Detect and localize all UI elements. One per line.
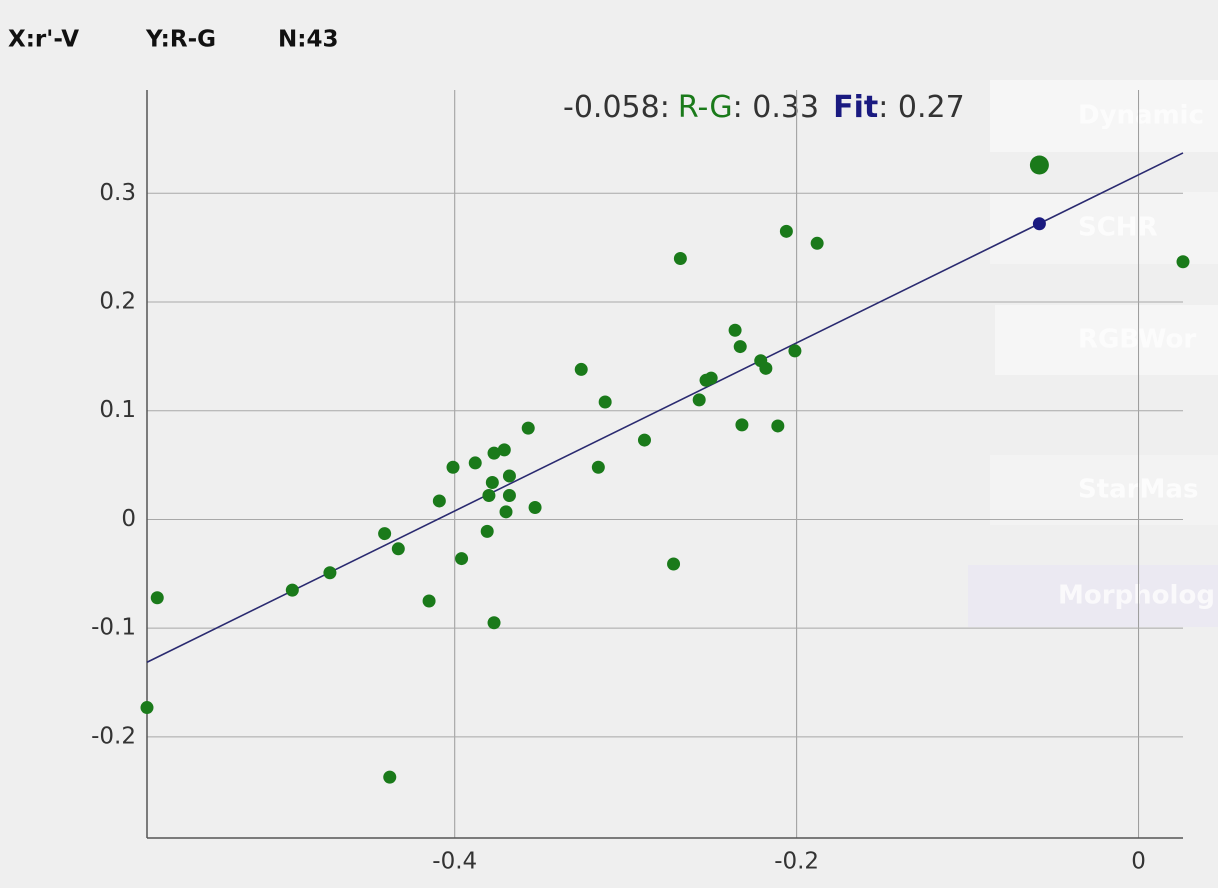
x-tick-label: 0 bbox=[1131, 849, 1146, 875]
header-y: Y:R-G bbox=[145, 27, 216, 53]
selected-fit-point bbox=[1032, 217, 1046, 231]
readout: -0.058: R-G: 0.33 Fit: 0.27 bbox=[563, 90, 965, 125]
point bbox=[699, 373, 713, 387]
point bbox=[432, 494, 446, 508]
point bbox=[692, 393, 706, 407]
point bbox=[487, 446, 501, 460]
point bbox=[482, 489, 496, 503]
readout-fit: : 0.27 bbox=[878, 90, 964, 125]
point bbox=[810, 236, 824, 250]
point bbox=[497, 443, 511, 457]
readout-y: : 0.33 bbox=[733, 90, 819, 125]
readout-fit-name: Fit bbox=[833, 90, 878, 125]
y-tick-label: -0.2 bbox=[91, 723, 136, 749]
readout-y-name: R-G bbox=[678, 90, 733, 125]
point bbox=[728, 323, 742, 337]
header-x: X:r'-V bbox=[8, 27, 79, 53]
point bbox=[574, 362, 588, 376]
point bbox=[759, 361, 773, 375]
point bbox=[285, 583, 299, 597]
point bbox=[487, 616, 501, 630]
point bbox=[788, 344, 802, 358]
point bbox=[446, 460, 460, 474]
y-tick-label: 0.2 bbox=[99, 289, 136, 315]
y-tick-label: 0.1 bbox=[99, 397, 136, 423]
point bbox=[480, 524, 494, 538]
point bbox=[378, 527, 392, 541]
y-tick-label: -0.1 bbox=[91, 615, 136, 641]
point bbox=[140, 701, 154, 715]
point bbox=[528, 500, 542, 514]
y-tick-label: 0.3 bbox=[99, 180, 136, 206]
point bbox=[150, 591, 164, 605]
marks bbox=[140, 152, 1190, 784]
overlay-label: SCHR bbox=[1078, 213, 1158, 243]
overlay-label: RGBWor bbox=[1078, 325, 1196, 355]
overlay: Dynamic SCHR RGBWor StarMas Morpholog bbox=[968, 80, 1218, 627]
point bbox=[422, 594, 436, 608]
point bbox=[591, 460, 605, 474]
point bbox=[485, 475, 499, 489]
point bbox=[637, 433, 651, 447]
overlay-button[interactable] bbox=[990, 80, 1218, 152]
y-tick-label: 0 bbox=[121, 506, 136, 532]
overlay-button[interactable] bbox=[990, 455, 1218, 525]
point bbox=[468, 456, 482, 470]
point bbox=[521, 421, 535, 435]
x-tick-label: -0.2 bbox=[774, 849, 819, 875]
readout-x: -0.058: bbox=[563, 90, 670, 125]
point bbox=[667, 557, 681, 571]
point bbox=[323, 566, 337, 580]
overlay-label: Morpholog bbox=[1058, 581, 1215, 611]
point bbox=[499, 505, 513, 519]
point bbox=[598, 395, 612, 409]
point bbox=[779, 224, 793, 238]
point bbox=[733, 340, 747, 354]
point bbox=[735, 418, 749, 432]
point bbox=[383, 770, 397, 784]
point bbox=[771, 419, 785, 433]
point bbox=[1176, 255, 1190, 269]
overlay-button[interactable] bbox=[990, 192, 1218, 264]
point bbox=[502, 489, 516, 503]
point bbox=[502, 469, 516, 483]
point bbox=[391, 542, 405, 556]
header-n: N:43 bbox=[278, 27, 338, 53]
x-tick-label: -0.4 bbox=[432, 849, 477, 875]
overlay-button[interactable] bbox=[968, 565, 1218, 627]
selected-point bbox=[1029, 155, 1049, 175]
point bbox=[673, 252, 687, 266]
fit-line bbox=[146, 152, 1184, 663]
overlay-button[interactable] bbox=[995, 305, 1218, 375]
grid bbox=[147, 90, 1183, 838]
point bbox=[455, 552, 469, 566]
overlay-label: Dynamic bbox=[1078, 101, 1204, 131]
